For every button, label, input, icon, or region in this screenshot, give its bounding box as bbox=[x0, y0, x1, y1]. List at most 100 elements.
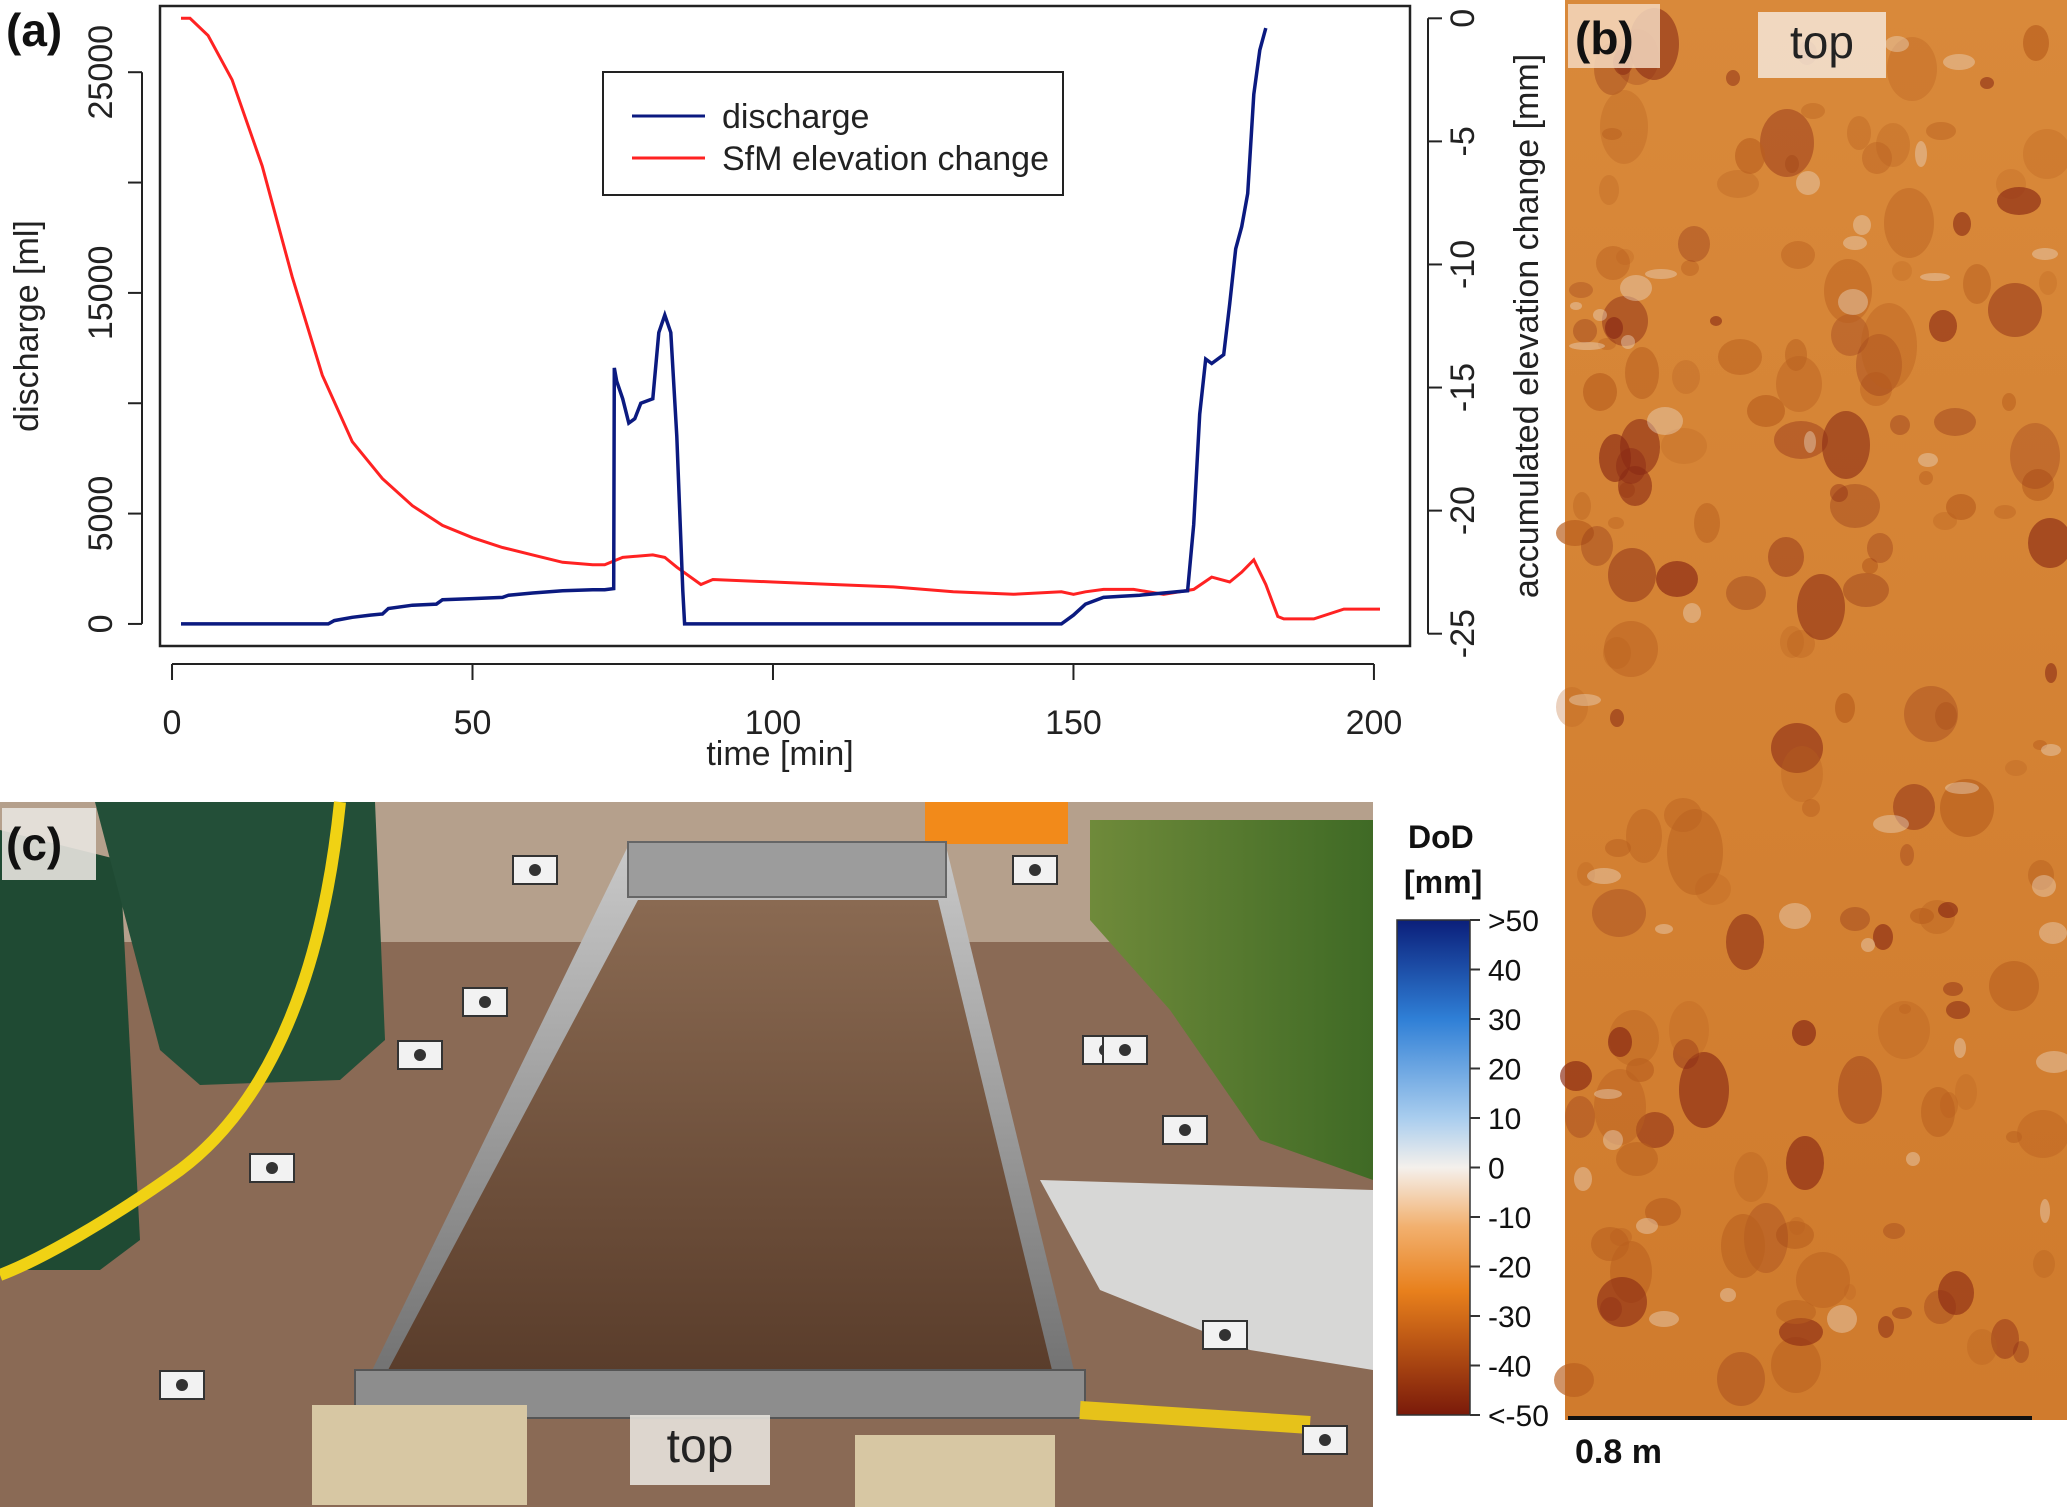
dod-patch bbox=[1867, 533, 1893, 563]
dod-patch bbox=[1824, 259, 1872, 323]
dod-light-patch bbox=[1906, 1152, 1920, 1166]
dod-patch bbox=[1785, 155, 1799, 173]
panel-label-c-bg bbox=[2, 808, 96, 880]
dod-patch bbox=[2022, 469, 2054, 501]
dod-patch bbox=[1597, 1277, 1647, 1327]
dod-patch bbox=[1900, 844, 1914, 866]
top-label-c: top bbox=[667, 1420, 734, 1473]
dod-patch bbox=[1598, 338, 1616, 350]
dod-patch bbox=[2028, 860, 2054, 890]
dod-light-patch bbox=[1873, 815, 1909, 833]
gcp-marker-dot bbox=[1219, 1329, 1231, 1341]
photo-wood-block-right bbox=[855, 1435, 1055, 1507]
dod-patch bbox=[1726, 70, 1740, 86]
dod-light-patch bbox=[1636, 1218, 1658, 1234]
dod-patch bbox=[1577, 862, 1595, 886]
dod-patch bbox=[1768, 537, 1804, 577]
gcp-marker-dot bbox=[1319, 1434, 1331, 1446]
dod-patch bbox=[2006, 1131, 2022, 1143]
dod-patch bbox=[1583, 373, 1617, 411]
dod-patch bbox=[1608, 517, 1624, 529]
dod-patch bbox=[1717, 1352, 1765, 1406]
dod-patch bbox=[1667, 809, 1723, 895]
dod-patch bbox=[1796, 1252, 1850, 1308]
dod-patch bbox=[1792, 1020, 1816, 1046]
y-axis-left: 0 5000 15000 25000 bbox=[82, 25, 143, 633]
dod-patch bbox=[1878, 1001, 1930, 1059]
x-tick-label: 100 bbox=[745, 704, 802, 742]
y-left-tick-label: 15000 bbox=[82, 246, 120, 341]
colorbar-tick-label: 20 bbox=[1488, 1054, 1521, 1087]
dod-patch bbox=[1980, 77, 1994, 89]
colorbar-tick-label: -10 bbox=[1488, 1202, 1531, 1235]
dod-patch bbox=[1625, 347, 1659, 399]
dod-patch bbox=[1835, 693, 1855, 723]
dod-patch bbox=[2045, 663, 2057, 683]
dod-map-texture bbox=[1554, 8, 2067, 1406]
dod-patch bbox=[1991, 1319, 2019, 1359]
colorbar-tick-label: 10 bbox=[1488, 1103, 1521, 1136]
dod-patch bbox=[1776, 1300, 1816, 1324]
x-axis-title: time [min] bbox=[706, 735, 853, 773]
dod-patch bbox=[2023, 129, 2067, 179]
dod-patch bbox=[1672, 360, 1700, 394]
panel-label-c: (c) bbox=[6, 818, 62, 870]
dod-patch bbox=[1946, 494, 1976, 520]
colorbar-tick-label: -20 bbox=[1488, 1252, 1531, 1285]
dod-patch bbox=[1940, 779, 1994, 837]
colorbar-tick-label: 40 bbox=[1488, 955, 1521, 988]
top-label-c-bg bbox=[630, 1415, 770, 1485]
dod-patch bbox=[1626, 1058, 1654, 1082]
colorbar-tick-label: 30 bbox=[1488, 1004, 1521, 1037]
dod-patch bbox=[1556, 520, 1594, 546]
dod-patch bbox=[1645, 1198, 1681, 1226]
dod-patch bbox=[1620, 419, 1660, 475]
dod-light-patch bbox=[1603, 1130, 1623, 1150]
dod-light-patch bbox=[1621, 335, 1635, 349]
dod-patch bbox=[1771, 1337, 1821, 1393]
dod-light-patch bbox=[1779, 903, 1811, 929]
dod-patch bbox=[1789, 1217, 1805, 1235]
dod-patch bbox=[1678, 226, 1710, 262]
panel-label-b-bg bbox=[1568, 4, 1660, 68]
dod-patch bbox=[1781, 241, 1815, 269]
dod-patch bbox=[1610, 1228, 1632, 1246]
dod-patch bbox=[1904, 686, 1958, 742]
dod-patch bbox=[1771, 723, 1823, 773]
gcp-marker bbox=[1012, 855, 1058, 885]
dod-patch bbox=[1602, 296, 1648, 346]
legend-label-discharge: discharge bbox=[722, 98, 869, 136]
dod-patch bbox=[1926, 122, 1956, 140]
dod-patch bbox=[1860, 372, 1892, 406]
dod-patch bbox=[1893, 784, 1935, 830]
dod-light-patch bbox=[1920, 273, 1950, 281]
dod-patch bbox=[1636, 1112, 1674, 1148]
dod-patch bbox=[1618, 466, 1652, 506]
dod-light-patch bbox=[1796, 171, 1820, 195]
legend-label-sfm: SfM elevation change bbox=[722, 140, 1049, 178]
dod-patch bbox=[1938, 902, 1958, 918]
series-line-discharge bbox=[181, 27, 1268, 626]
dod-light-patch bbox=[1587, 868, 1621, 884]
dod-light-patch bbox=[1647, 407, 1683, 435]
dod-light-patch bbox=[1853, 215, 1871, 235]
dod-patch bbox=[1661, 428, 1707, 464]
dod-patch bbox=[1861, 303, 1917, 389]
colorbar-tick-label: <-50 bbox=[1488, 1400, 1549, 1433]
dod-patch bbox=[1605, 839, 1631, 857]
dod-patch bbox=[1781, 746, 1823, 802]
dod-patch bbox=[1608, 1027, 1632, 1057]
photo-grass bbox=[1090, 820, 1373, 1180]
dod-patch bbox=[1616, 1142, 1658, 1176]
dod-patch bbox=[1785, 339, 1807, 371]
dod-patch bbox=[1843, 573, 1889, 607]
dod-light-patch bbox=[1838, 289, 1868, 315]
dod-patch bbox=[1840, 907, 1870, 931]
photo-green-barrel-right bbox=[95, 802, 385, 1085]
dod-light-patch bbox=[2040, 1199, 2050, 1223]
dod-patch bbox=[1694, 503, 1720, 543]
dod-patch bbox=[1656, 561, 1698, 597]
colorbar-tick-label: -40 bbox=[1488, 1351, 1531, 1384]
x-tick-label: 150 bbox=[1045, 704, 1102, 742]
colorbar: DoD [mm] >50 40 30 20 10 0 -10 -20 -30 -40 <-50 bbox=[1396, 819, 1549, 1433]
